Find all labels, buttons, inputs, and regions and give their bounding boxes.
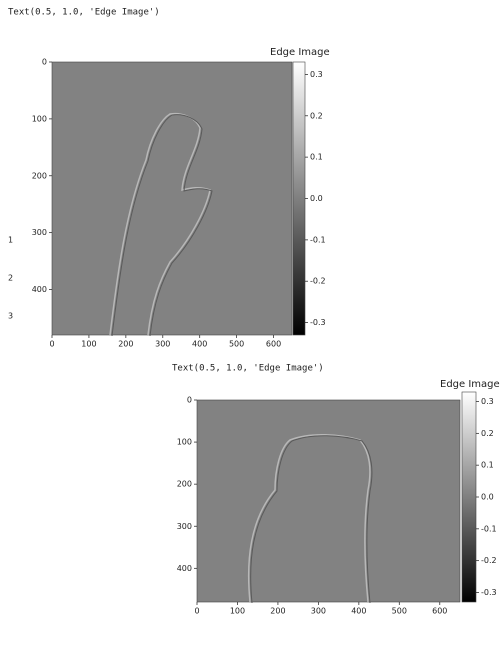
colorbar-tick-label: 0.0 [481,493,494,502]
colorbar-tick-label: 0.0 [310,194,323,203]
hand-edges [247,433,371,603]
colorbar-title: Edge Image [270,47,330,58]
x-tick-label: 200 [118,340,133,349]
x-tick-label: 100 [81,340,96,349]
y-tick-label: 200 [177,480,192,489]
x-tick-label: 0 [194,607,199,616]
x-tick-label: 600 [432,607,447,616]
y-tick-label: 100 [32,114,47,123]
colorbar [292,61,306,336]
hand-edges-shadow [250,435,373,604]
colorbar-tick-label: 0.1 [481,461,494,470]
hand-edges-shadow [111,114,213,337]
gutter-number: 3 [8,312,13,321]
output-text: Text(0.5, 1.0, 'Edge Image') [172,364,324,374]
x-tick-label: 400 [351,607,366,616]
output-text: Text(0.5, 1.0, 'Edge Image') [8,8,160,18]
colorbar-tick-label: -0.1 [481,524,497,533]
x-tick-label: 500 [229,340,244,349]
x-tick-label: 300 [155,340,170,349]
y-tick-label: 100 [177,438,192,447]
y-tick-label: 400 [177,564,192,573]
colorbar-tick-label: -0.3 [310,318,326,327]
colorbar-tick-label: 0.1 [310,153,323,162]
x-tick-label: 400 [192,340,207,349]
colorbar-tick-label: -0.3 [481,588,497,597]
x-tick-label: 500 [392,607,407,616]
x-tick-label: 600 [266,340,281,349]
y-tick-label: 300 [32,228,47,237]
colorbar-tick-label: -0.2 [310,277,326,286]
y-tick-label: 0 [187,396,192,405]
x-tick-label: 0 [49,340,54,349]
colorbar-title: Edge Image [440,379,500,390]
x-tick-label: 200 [270,607,285,616]
x-tick-label: 100 [230,607,245,616]
colorbar-tick-label: 0.3 [310,70,323,79]
y-tick-label: 0 [42,58,47,67]
hand-edges [109,112,211,336]
gutter-number: 1 [8,236,13,245]
colorbar-tick-label: -0.2 [481,556,497,565]
edge-image [51,61,293,336]
colorbar-tick-label: 0.3 [481,397,494,406]
x-tick-label: 300 [311,607,326,616]
colorbar [461,391,477,603]
y-tick-label: 300 [177,522,192,531]
colorbar-tick-label: 0.2 [481,429,494,438]
colorbar-tick-label: -0.1 [310,235,326,244]
colorbar-tick-label: 0.2 [310,111,323,120]
y-tick-label: 200 [32,171,47,180]
edge-image [196,399,461,603]
gutter-number: 2 [8,274,13,283]
y-tick-label: 400 [32,285,47,294]
